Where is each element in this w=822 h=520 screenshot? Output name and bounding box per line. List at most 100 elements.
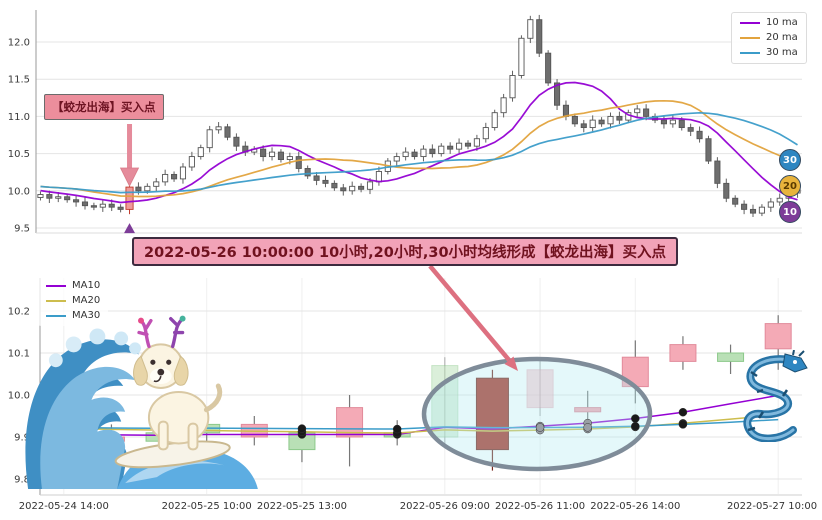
y-tick-label: 12.0 <box>8 38 30 49</box>
candle <box>678 119 685 129</box>
candle <box>340 187 347 192</box>
candle <box>500 97 507 114</box>
candle <box>456 142 463 150</box>
legend-label-10ma: 10 ma <box>766 17 798 28</box>
candle <box>518 37 525 76</box>
candle <box>536 19 543 54</box>
candle <box>233 136 240 147</box>
y-tick-label: 10.5 <box>8 149 30 160</box>
highlight-ellipse <box>421 356 653 472</box>
buy-point-annotation: 【蛟龙出海】买入点 <box>44 94 164 120</box>
y-tick-label: 10.0 <box>8 186 30 197</box>
x-tick-label: 2022-05-24 14:00 <box>19 501 109 512</box>
ma20-line-swatch <box>46 300 66 302</box>
candle <box>527 19 534 39</box>
candle <box>153 181 160 187</box>
candle <box>144 185 151 192</box>
candle <box>717 352 745 362</box>
y-tick-label: 11.5 <box>8 75 30 86</box>
x-tick-label: 2022-05-26 14:00 <box>590 501 680 512</box>
candle <box>286 156 293 161</box>
candle <box>64 196 71 201</box>
legend-label-30ma: 30 ma <box>766 47 798 58</box>
legend-label-ma30: MA30 <box>72 310 101 321</box>
candle <box>705 138 712 162</box>
candle <box>438 145 445 155</box>
candle <box>660 119 667 125</box>
candle <box>464 142 472 147</box>
legend-item-ma30: MA30 <box>46 310 100 322</box>
candle <box>723 182 730 199</box>
callout-arrow <box>428 264 511 362</box>
candle <box>349 185 356 192</box>
candle <box>589 119 596 129</box>
legend-item-10ma: 10 ma <box>740 17 798 29</box>
candle <box>304 168 311 177</box>
top-chart-legend: 10 ma 20 ma 30 ma <box>731 12 807 64</box>
candle <box>607 115 614 125</box>
ma10-line-swatch <box>46 285 66 287</box>
30ma-line-swatch <box>740 52 760 54</box>
y-tick-label: 9.9 <box>14 433 30 444</box>
ma20-endpoint-badge: 20 <box>779 175 801 197</box>
candle <box>574 407 602 413</box>
candle <box>571 115 578 125</box>
candle <box>616 115 623 121</box>
candle <box>526 369 554 409</box>
candle <box>99 203 106 208</box>
candle <box>197 147 204 158</box>
candle <box>295 156 302 169</box>
candle <box>268 151 276 158</box>
candle <box>764 323 792 350</box>
candle <box>188 156 195 168</box>
ma30-line-swatch <box>46 315 66 317</box>
legend-label-20ma: 20 ma <box>766 32 798 43</box>
y-tick-label: 11.0 <box>8 112 30 123</box>
candle <box>179 166 187 180</box>
marker-dot <box>631 414 640 423</box>
candle <box>562 104 570 117</box>
candle <box>224 126 231 138</box>
candle <box>81 201 89 207</box>
legend-label-ma20: MA20 <box>72 295 101 306</box>
marker-dot <box>392 424 402 434</box>
candle <box>37 194 44 198</box>
y-tick-label: 9.5 <box>14 224 30 235</box>
candle <box>491 112 498 129</box>
candle <box>554 82 561 106</box>
dog-surfing-illustration <box>25 315 258 490</box>
candle <box>776 197 783 203</box>
candle <box>687 127 694 132</box>
candle <box>714 160 721 184</box>
candle <box>90 205 97 208</box>
buy-point-candle <box>125 186 134 210</box>
candle <box>331 182 338 189</box>
ma10-endpoint-badge: 10 <box>779 201 801 223</box>
candle <box>732 197 739 205</box>
candle <box>767 201 774 208</box>
candle <box>162 173 169 183</box>
candle <box>429 148 436 155</box>
y-tick-label: 10.0 <box>8 391 30 402</box>
candle <box>580 123 587 129</box>
legend-item-20ma: 20 ma <box>740 32 798 44</box>
marker-dot <box>535 423 545 432</box>
candle <box>358 185 365 190</box>
candle <box>46 194 53 199</box>
candle <box>322 179 329 184</box>
candle <box>375 171 382 183</box>
x-tick-label: 2022-05-27 10:00 <box>727 501 817 512</box>
candle <box>73 199 80 203</box>
candle <box>741 203 748 210</box>
candle <box>696 130 703 140</box>
blue-dragon-illustration <box>743 350 808 442</box>
candle <box>758 206 765 214</box>
candle <box>749 208 757 214</box>
candle <box>447 145 454 150</box>
candle <box>108 203 115 208</box>
candle <box>598 119 605 125</box>
y-tick-label: 10.2 <box>8 307 30 318</box>
buy-arrow-head <box>119 167 140 187</box>
ma-line-30 <box>40 111 798 194</box>
legend-item-30ma: 30 ma <box>740 47 798 59</box>
